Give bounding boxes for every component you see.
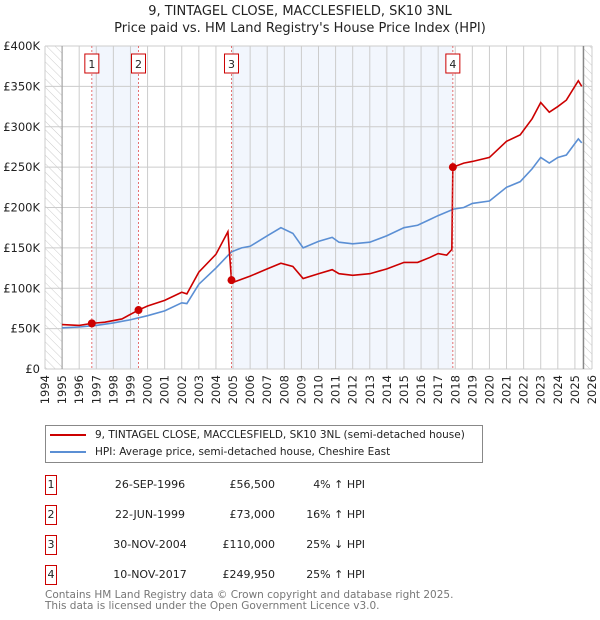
marker-badge: 4 (45, 565, 57, 585)
x-tick-label: 2012 (346, 375, 360, 404)
x-tick-label: 2003 (192, 375, 206, 404)
y-tick-label: £150K (3, 241, 40, 255)
x-tick-label: 1997 (89, 375, 103, 404)
hpi-diff: 25% ↓ HPI (306, 538, 365, 551)
footer-licence: This data is licensed under the Open Gov… (45, 600, 380, 612)
sale-point (87, 319, 96, 328)
y-tick-label: £400K (3, 39, 40, 53)
sale-label-box (131, 53, 147, 74)
sale-label-box (223, 53, 239, 74)
chart-legend: 9, TINTAGEL CLOSE, MACCLESFIELD, SK10 3N… (45, 425, 483, 463)
transaction-row: 4 10-NOV-2017 £249,950 25% ↑ HPI (45, 565, 445, 585)
x-tick-label: 2005 (226, 375, 240, 404)
x-tick-label: 2018 (448, 375, 462, 404)
y-tick-label: £0 (25, 362, 40, 376)
x-tick-label: 2009 (294, 375, 308, 404)
sale-point (134, 306, 143, 315)
x-tick-label: 2001 (158, 375, 172, 404)
date: 26-SEP-1996 (114, 478, 186, 491)
y-tick-label: £300K (3, 120, 40, 134)
marker-badge: 3 (45, 535, 57, 555)
date: 30-NOV-2004 (113, 538, 187, 551)
x-tick-label: 2008 (277, 375, 291, 404)
marker-badge: 1 (45, 475, 57, 495)
price: £110,000 (222, 538, 276, 551)
y-tick-label: £350K (3, 79, 40, 93)
x-tick-label: 2004 (209, 375, 223, 404)
x-tick-label: 2024 (551, 375, 565, 404)
price: £56,500 (229, 478, 276, 491)
legend-hpi: HPI: Average price, semi-detached house,… (95, 446, 391, 458)
x-tick-label: 2022 (517, 375, 531, 404)
sale-label: 1 (88, 58, 95, 71)
price: £249,950 (222, 568, 276, 581)
x-tick-label: 2017 (431, 375, 445, 404)
transaction-row: 3 30-NOV-2004 £110,000 25% ↓ HPI (45, 535, 445, 555)
hpi-diff: 4% ↑ HPI (313, 478, 365, 491)
x-tick-label: 2007 (260, 375, 274, 404)
property-price-line (62, 79, 583, 327)
footer: Contains HM Land Registry data © Crown c… (45, 590, 453, 612)
x-tick-label: 2000 (141, 375, 155, 404)
hpi-diff: 25% ↑ HPI (306, 568, 365, 581)
y-tick-label: £200K (3, 201, 40, 215)
x-tick-label: 2014 (380, 375, 394, 404)
y-tick-label: £100K (3, 281, 40, 295)
sale-label-box (84, 53, 100, 74)
transaction-row: 2 22-JUN-1999 £73,000 16% ↑ HPI (45, 505, 445, 525)
sale-label: 2 (135, 58, 142, 71)
price: £73,000 (229, 508, 276, 521)
hpi-diff: 16% ↑ HPI (306, 508, 365, 521)
date: 22-JUN-1999 (114, 508, 186, 521)
footer-copyright: Contains HM Land Registry data © Crown c… (45, 589, 454, 601)
chart-subtitle: Price paid vs. HM Land Registry's House … (114, 21, 486, 36)
x-tick-label: 2011 (329, 375, 343, 404)
legend-blue-line-icon (50, 451, 86, 453)
x-tick-label: 1999 (123, 375, 137, 404)
x-tick-label: 2025 (568, 375, 582, 404)
x-tick-label: 1995 (55, 375, 69, 404)
sale-label: 3 (228, 58, 235, 71)
sale-point (227, 276, 236, 285)
x-tick-label: 2002 (175, 375, 189, 404)
marker-badge: 2 (45, 505, 57, 525)
legend-property: 9, TINTAGEL CLOSE, MACCLESFIELD, SK10 3N… (95, 429, 465, 441)
x-tick-label: 2026 (585, 375, 599, 404)
sale-label-box (445, 53, 461, 74)
x-tick-label: 2020 (482, 375, 496, 404)
x-tick-label: 2019 (465, 375, 479, 404)
sale-label: 4 (449, 58, 456, 71)
transaction-row: 1 26-SEP-1996 £56,500 4% ↑ HPI (45, 475, 445, 495)
sale-point (448, 163, 457, 172)
x-tick-label: 2013 (363, 375, 377, 404)
legend-red-line-icon (50, 434, 86, 436)
y-tick-label: £250K (3, 160, 40, 174)
x-tick-label: 2010 (312, 375, 326, 404)
x-tick-label: 1994 (38, 375, 52, 404)
date: 10-NOV-2017 (113, 568, 187, 581)
x-tick-label: 1996 (72, 375, 86, 404)
x-tick-label: 2006 (243, 375, 257, 404)
x-tick-label: 2023 (534, 375, 548, 404)
x-tick-label: 2015 (397, 375, 411, 404)
x-tick-label: 1998 (106, 375, 120, 404)
x-tick-label: 2016 (414, 375, 428, 404)
y-tick-label: £50K (11, 322, 41, 336)
hpi-line (62, 137, 583, 329)
chart-title: 9, TINTAGEL CLOSE, MACCLESFIELD, SK10 3N… (148, 4, 452, 19)
price-chart: 1 2 3 4 £0 £50K £100K £150K £200K £250K £300K £350K… (3, 39, 599, 404)
x-tick-label: 2021 (500, 375, 514, 404)
